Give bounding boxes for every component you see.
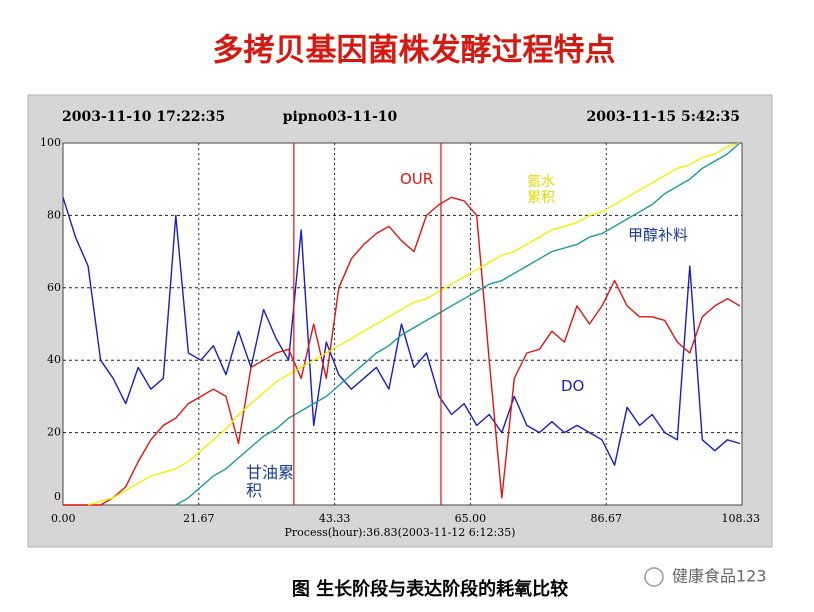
x-tick-label: 65.00 [455,512,487,525]
slide-title: 多拷贝基因菌株发酵过程特点 [213,33,616,69]
series-label-text: DO [561,378,585,395]
caption: 图 生长阶段与表达阶段的耗氧比较 [292,578,568,600]
x-tick-label: 86.67 [590,512,622,525]
y-tick-label: 40 [47,353,61,366]
x-tick-label: 21.67 [183,512,215,525]
y-tick-label: 60 [47,281,61,294]
series-label-text: 氨水累积 [527,174,555,207]
annotation-text: 甘油累积 [246,464,295,501]
series-line [175,142,741,506]
series-label: OUR [400,171,434,188]
series-label-text: 甲醇补料 [628,226,689,244]
x-axis-label: Process(hour):36.83(2003-11-12 6:12:35) [285,526,516,539]
x-tick-label: 0.00 [51,512,76,525]
y-tick-label: 20 [47,426,61,439]
series-line [62,197,741,466]
y-tick-label: 80 [47,208,61,221]
series-label: 氨水累积 [527,174,555,207]
annotation: 甘油累积 [246,464,295,501]
series-label: DO [561,378,585,395]
series-line [63,196,741,506]
plot-area [62,142,743,506]
y-tick-label: 0 [54,490,61,503]
header-center: pipno03-11-10 [283,109,398,125]
x-tick-label: 43.33 [319,512,351,525]
header-left: 2003-11-10 17:22:35 [62,109,225,125]
header-right: 2003-11-15 5:42:35 [587,109,740,125]
watermark: 健康食品123 [672,567,767,586]
watermark-icon [644,567,664,587]
x-tick-label: 108.33 [722,512,761,525]
series-label-text: OUR [400,171,434,188]
series-label: 甲醇补料 [628,226,689,244]
y-tick-label: 100 [40,136,61,149]
series-line [87,142,741,506]
